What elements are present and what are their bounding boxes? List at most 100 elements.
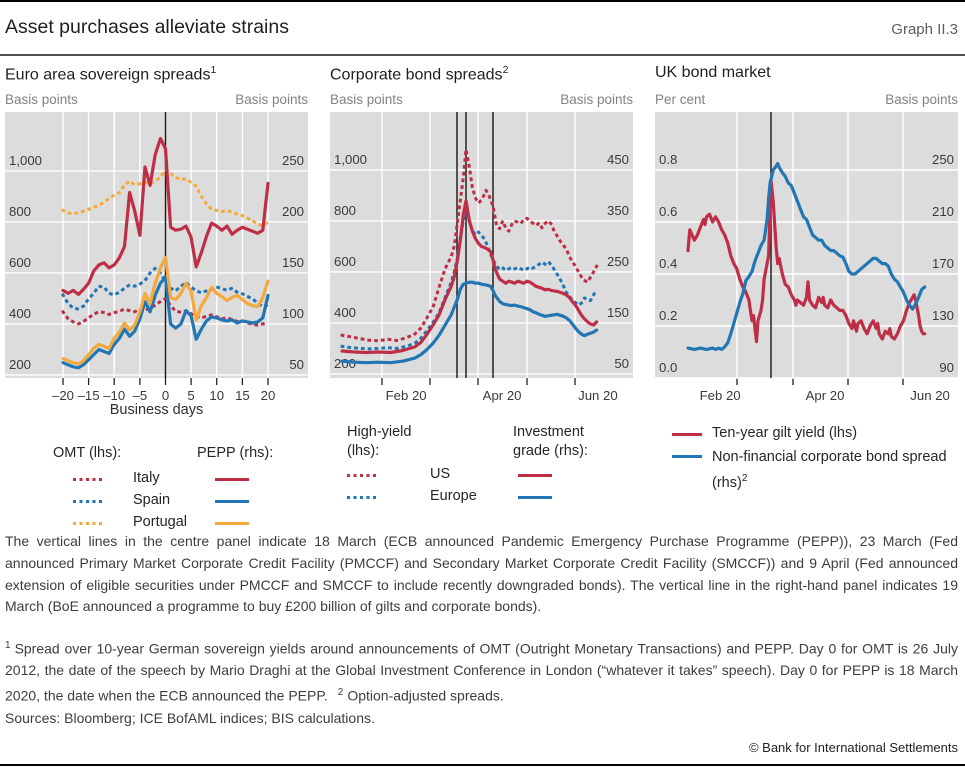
svg-text:450: 450 [607, 152, 629, 167]
svg-text:–20: –20 [52, 388, 74, 403]
svg-text:–15: –15 [78, 388, 100, 403]
right-axis-unit: Basis points [235, 92, 308, 107]
legend-label-corp-spread: Non-financial corporate bond spread (rhs… [712, 449, 947, 491]
legend-label-gilt-yield: Ten-year gilt yield (lhs) [712, 425, 858, 441]
legend-label-europe: Europe [430, 488, 477, 504]
bottom-border [0, 764, 965, 766]
svg-text:0.2: 0.2 [659, 308, 677, 323]
legend-swatch-europe-solid [518, 496, 552, 500]
legend-label-spain: Spain [133, 492, 171, 508]
panel-title: Euro area sovereign spreads1 [5, 64, 217, 84]
svg-text:0.0: 0.0 [659, 360, 677, 375]
svg-text:50: 50 [289, 357, 304, 372]
svg-text:90: 90 [939, 360, 954, 375]
panel-uk-bond-market: UK bond market Per cent Basis points Feb… [655, 62, 958, 592]
svg-text:1,000: 1,000 [334, 152, 367, 167]
svg-text:600: 600 [334, 254, 356, 269]
title-divider [0, 54, 965, 56]
legend-label-us: US [430, 466, 451, 482]
svg-text:Feb 20: Feb 20 [700, 388, 741, 403]
legend-corporate-panel: High-yield (lhs): Investment grade (rhs)… [330, 424, 633, 554]
right-axis-unit: Basis points [885, 92, 958, 107]
footnotes-paragraph: 1 Spread over 10-year German sovereign yi… [5, 635, 958, 708]
legend-col-header-investment: Investment [513, 424, 584, 440]
svg-text:–10: –10 [103, 388, 125, 403]
legend-swatch-italy-dotted [73, 478, 105, 482]
legend-col-header-omt: OMT (lhs): [53, 445, 122, 461]
svg-text:Apr 20: Apr 20 [483, 388, 522, 403]
svg-text:5: 5 [187, 388, 194, 403]
footnote-ref-1: 1 [210, 64, 217, 76]
svg-text:170: 170 [932, 256, 954, 271]
footnote-2-text: Option-adjusted spreads. [347, 687, 504, 704]
legend-swatch-italy-solid [215, 478, 249, 482]
legend-label-portugal: Portugal [133, 514, 188, 530]
svg-text:150: 150 [607, 305, 629, 320]
sources-line: Sources: Bloomberg; ICE BofAML indices; … [5, 710, 375, 726]
right-axis-unit: Basis points [560, 92, 633, 107]
legend-swatch-portugal-dotted [73, 522, 105, 526]
line-chart-uk-bond-market: Feb 20 Apr 20 Jun 20 0.0 0.2 0.4 0.6 0.8 90 130 17… [655, 112, 958, 403]
svg-text:100: 100 [282, 306, 304, 321]
left-axis-unit: Basis points [330, 92, 403, 107]
legend-label-italy: Italy [133, 470, 160, 486]
svg-text:Apr 20: Apr 20 [806, 388, 845, 403]
svg-text:250: 250 [282, 153, 304, 168]
svg-text:10: 10 [209, 388, 224, 403]
legend-col-header-lhs: (lhs): [347, 443, 380, 459]
left-axis-unit: Basis points [5, 92, 78, 107]
line-chart-corporate-bond-spreads: Feb 20 Apr 20 Jun 20 200 400 600 800 1,000 50 150… [330, 112, 633, 403]
legend-swatch-europe-dotted [347, 496, 377, 500]
legend-uk-panel: Ten-year gilt yield (lhs) Non-financial … [655, 424, 958, 554]
line-chart-euro-sovereign-spreads: –20 –15 –10 –5 0 5 10 15 20 200 400 600 800 1,000 50 10… [5, 112, 308, 403]
panel-euro-area-sovereign-spreads: Euro area sovereign spreads1 Basis point… [5, 62, 308, 592]
legend-swatch-portugal-solid [215, 522, 249, 526]
legend-swatch-spain-solid [215, 500, 249, 504]
svg-text:200: 200 [334, 356, 356, 371]
svg-text:50: 50 [614, 356, 629, 371]
svg-text:400: 400 [334, 305, 356, 320]
svg-text:250: 250 [932, 152, 954, 167]
svg-text:20: 20 [261, 388, 276, 403]
svg-text:130: 130 [932, 308, 954, 323]
svg-text:0.4: 0.4 [659, 256, 677, 271]
notes-paragraph: The vertical lines in the centre panel i… [5, 533, 958, 615]
svg-text:600: 600 [9, 255, 31, 270]
legend-swatch-us-solid [518, 474, 552, 478]
legend-swatch-gilt-yield [672, 433, 702, 437]
legend-col-header-high-yield: High-yield [347, 424, 412, 440]
legend-col-header-pepp: PEPP (rhs): [197, 445, 274, 461]
top-border [0, 0, 965, 2]
legend-col-header-grade-rhs: grade (rhs): [513, 443, 588, 459]
svg-text:Jun 20: Jun 20 [578, 388, 618, 403]
footnote-2-marker: 2 [337, 687, 344, 699]
panel-corporate-bond-spreads: Corporate bond spreads2 Basis points Bas… [330, 62, 633, 592]
panel-title: UK bond market [655, 64, 771, 81]
svg-text:150: 150 [282, 255, 304, 270]
svg-text:800: 800 [9, 204, 31, 219]
legend-euro-panel: OMT (lhs): PEPP (rhs): Italy Spain Portu… [5, 445, 308, 585]
svg-text:Jun 20: Jun 20 [910, 388, 950, 403]
svg-text:800: 800 [334, 203, 356, 218]
legend-swatch-us-dotted [347, 474, 377, 478]
graph-number-label: Graph II.3 [891, 21, 958, 38]
panel-title: Corporate bond spreads2 [330, 64, 509, 84]
page-title: Asset purchases alleviate strains [5, 16, 289, 38]
x-axis-caption: Business days [109, 402, 204, 418]
svg-text:200: 200 [282, 204, 304, 219]
svg-text:350: 350 [607, 203, 629, 218]
svg-text:210: 210 [932, 204, 954, 219]
svg-text:0: 0 [162, 388, 169, 403]
legend-swatch-corp-spread [672, 455, 702, 459]
svg-text:Feb 20: Feb 20 [386, 388, 427, 403]
footnote-ref-2: 2 [502, 64, 509, 76]
legend-swatch-spain-dotted [73, 500, 105, 504]
footnote-1-text: Spread over 10-year German sovereign yie… [5, 640, 958, 704]
svg-text:0.6: 0.6 [659, 204, 677, 219]
svg-text:–5: –5 [133, 388, 148, 403]
svg-text:15: 15 [235, 388, 250, 403]
svg-text:1,000: 1,000 [9, 153, 42, 168]
footnote-ref-2: 2 [741, 473, 748, 484]
svg-text:200: 200 [9, 357, 31, 372]
svg-text:0.8: 0.8 [659, 152, 677, 167]
